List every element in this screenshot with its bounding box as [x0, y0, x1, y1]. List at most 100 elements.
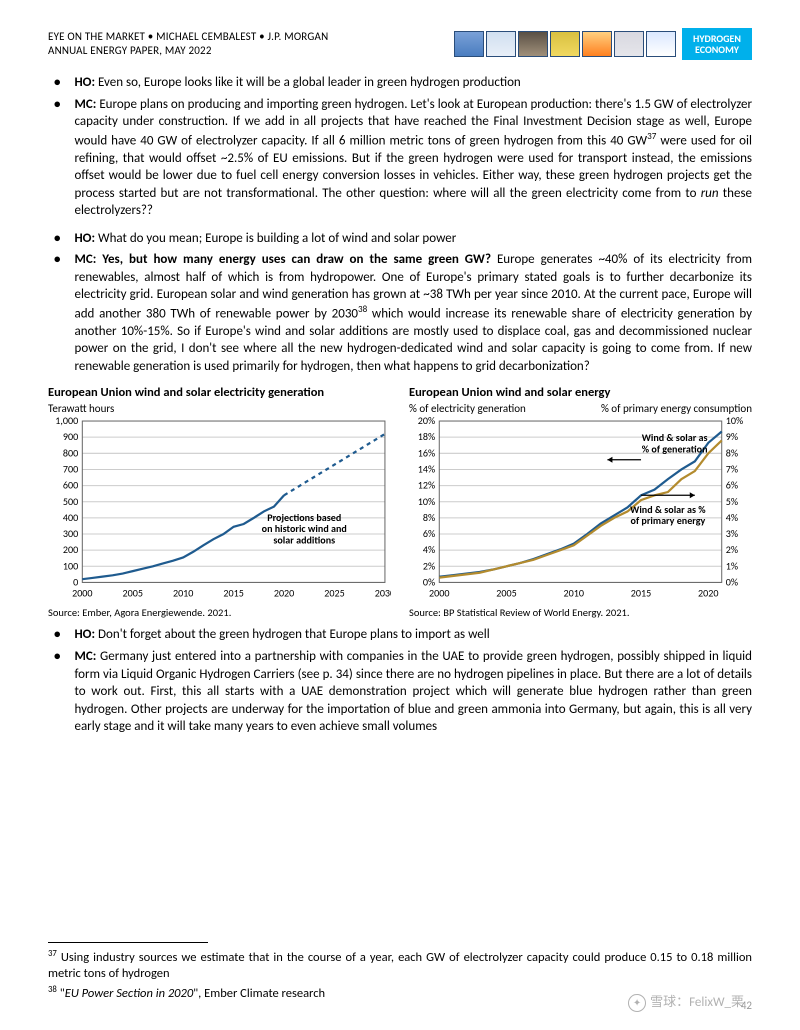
svg-text:900: 900 [63, 430, 78, 443]
fn-txt: Using industry sources we estimate that … [48, 950, 752, 981]
svg-text:0%: 0% [726, 576, 738, 589]
chart1-block: European Union wind and solar electricit… [48, 385, 391, 620]
svg-text:2005: 2005 [123, 587, 143, 599]
bullet-block-2: HO: What do you mean; Europe is building… [48, 230, 752, 376]
watermark: ✦ 雪球：FelixW_栗 [628, 994, 744, 1012]
chart1-svg: 01002003004005006007008009001,0002000200… [48, 417, 391, 599]
svg-text:800: 800 [63, 446, 78, 459]
svg-text:2015: 2015 [631, 587, 651, 599]
svg-text:6%: 6% [726, 479, 738, 492]
svg-text:2020: 2020 [698, 587, 718, 599]
bullet-ho-2: HO: What do you mean; Europe is building… [48, 230, 752, 248]
thumb-icon [550, 31, 580, 57]
tag: HO: [74, 231, 95, 246]
page-number: 42 [741, 999, 752, 1014]
header-title: EYE ON THE MARKET • MICHAEL CEMBALEST • … [48, 30, 328, 59]
svg-text:20%: 20% [418, 417, 435, 427]
header-thumbs [454, 31, 676, 57]
svg-text:2%: 2% [423, 559, 435, 572]
svg-text:5%: 5% [726, 495, 738, 508]
chart2-svg: 0%2%4%6%8%10%12%14%16%18%20%0%1%2%3%4%5%… [409, 417, 752, 599]
watermark-icon: ✦ [628, 994, 646, 1012]
txt: What do you mean; Europe is building a l… [95, 231, 456, 246]
thumb-icon [518, 31, 548, 57]
svg-text:% of generation: % of generation [642, 442, 708, 455]
svg-text:2010: 2010 [173, 587, 193, 599]
svg-text:200: 200 [63, 543, 78, 556]
svg-text:700: 700 [63, 463, 78, 476]
svg-text:2005: 2005 [496, 587, 516, 599]
chart2-src: Source: BP Statistical Review of World E… [409, 606, 752, 620]
bullet-mc-2: MC: Yes, but how many energy uses can dr… [48, 251, 752, 375]
chart1-sub: Terawatt hours [48, 402, 391, 417]
badge-l2: ECONOMY [690, 44, 744, 55]
tag: MC: [74, 252, 96, 267]
bold: Yes, but how many energy uses can draw o… [96, 252, 491, 267]
hydrogen-badge: HYDROGEN ECONOMY [682, 28, 752, 60]
thumb-icon [486, 31, 516, 57]
charts-row: European Union wind and solar electricit… [48, 385, 752, 620]
txt: Germany just entered into a partnership … [74, 649, 752, 734]
chart2-block: European Union wind and solar energy % o… [409, 385, 752, 620]
footnote-37: 37 Using industry sources we estimate th… [48, 949, 752, 983]
svg-text:8%: 8% [423, 511, 435, 524]
svg-text:6%: 6% [423, 527, 435, 540]
svg-text:2000: 2000 [429, 587, 449, 599]
thumb-icon [646, 31, 676, 57]
page-header: EYE ON THE MARKET • MICHAEL CEMBALEST • … [48, 28, 752, 60]
bullet-mc-1: MC: Europe plans on producing and import… [48, 96, 752, 220]
header-line-2: ANNUAL ENERGY PAPER, MAY 2022 [48, 44, 328, 58]
chart1-src: Source: Ember, Agora Energiewende. 2021. [48, 606, 391, 620]
bullet-ho-1: HO: Even so, Europe looks like it will b… [48, 74, 752, 92]
bullet-block-3: HO: Don't forget about the green hydroge… [48, 626, 752, 735]
svg-text:100: 100 [63, 559, 78, 572]
bullet-mc-3: MC: Germany just entered into a partners… [48, 648, 752, 736]
header-images: HYDROGEN ECONOMY [454, 28, 752, 60]
thumb-icon [614, 31, 644, 57]
header-line-1: EYE ON THE MARKET • MICHAEL CEMBALEST • … [48, 30, 328, 44]
watermark-text: 雪球：FelixW_栗 [650, 994, 744, 1012]
tag: HO: [74, 627, 95, 642]
svg-text:12%: 12% [418, 479, 435, 492]
svg-text:2%: 2% [726, 543, 738, 556]
svg-text:1%: 1% [726, 559, 738, 572]
thumb-icon [582, 31, 612, 57]
svg-text:9%: 9% [726, 430, 738, 443]
svg-text:2025: 2025 [324, 587, 344, 599]
sup: 37 [647, 131, 656, 142]
chart2-title: European Union wind and solar energy [409, 385, 752, 402]
svg-text:4%: 4% [726, 511, 738, 524]
em: run [701, 186, 719, 201]
tag: MC: [74, 97, 96, 112]
svg-text:4%: 4% [423, 543, 435, 556]
svg-text:500: 500 [63, 495, 78, 508]
svg-text:400: 400 [63, 511, 78, 524]
svg-text:18%: 18% [418, 430, 435, 443]
svg-text:300: 300 [63, 527, 78, 540]
svg-text:16%: 16% [418, 446, 435, 459]
svg-text:2000: 2000 [72, 587, 92, 599]
svg-text:2010: 2010 [564, 587, 584, 599]
tag: HO: [74, 75, 95, 90]
svg-text:2030: 2030 [375, 587, 391, 599]
txt: Don't forget about the green hydrogen th… [95, 627, 490, 642]
footnote-rule [48, 942, 208, 943]
svg-text:14%: 14% [418, 463, 435, 476]
svg-text:10%: 10% [726, 417, 743, 427]
bullet-block-1: HO: Even so, Europe looks like it will b… [48, 74, 752, 220]
chart2-subR: % of primary energy consumption [601, 402, 752, 417]
svg-text:600: 600 [63, 479, 78, 492]
svg-text:7%: 7% [726, 463, 738, 476]
svg-text:2020: 2020 [274, 587, 294, 599]
thumb-icon [454, 31, 484, 57]
fn-txt: ", Ember Climate research [193, 986, 325, 1001]
svg-text:of primary energy: of primary energy [631, 514, 706, 527]
svg-text:3%: 3% [726, 527, 738, 540]
tag: MC: [74, 649, 96, 664]
fn-em: EU Power Section in 2020 [65, 986, 193, 1001]
svg-text:10%: 10% [418, 495, 435, 508]
chart2-sub: % of electricity generation % of primary… [409, 402, 752, 417]
bullet-ho-3: HO: Don't forget about the green hydroge… [48, 626, 752, 644]
sup: 38 [358, 304, 367, 315]
fn-txt: " [57, 986, 65, 1001]
